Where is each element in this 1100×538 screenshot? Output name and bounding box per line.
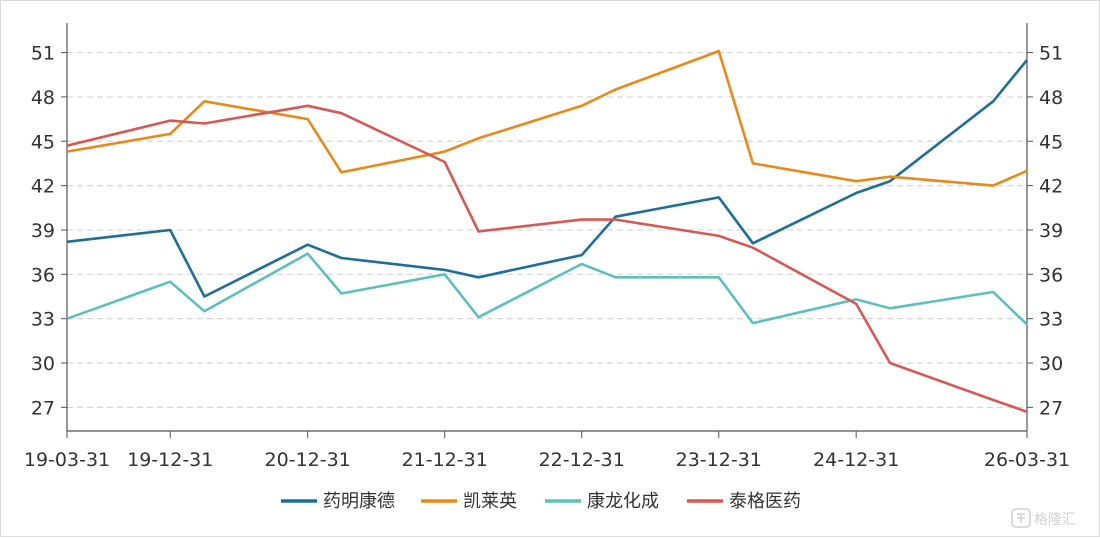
legend-label: 泰格医药 bbox=[729, 491, 801, 512]
series-line-3 bbox=[66, 252, 1028, 326]
y-tick-label-right: 36 bbox=[1039, 264, 1063, 286]
x-tick-label: 21-12-31 bbox=[402, 449, 488, 471]
y-tick-label-right: 45 bbox=[1039, 131, 1063, 153]
legend-item: 泰格医药 bbox=[687, 491, 801, 512]
x-tick-label: 24-12-31 bbox=[813, 449, 899, 471]
legend-label: 凯莱英 bbox=[463, 491, 517, 512]
y-tick-label-left: 33 bbox=[31, 309, 55, 331]
series-line-2 bbox=[66, 49, 1028, 187]
legend: 药明康德 凯莱英 康龙化成 泰格医药 bbox=[281, 491, 801, 512]
legend-item: 康龙化成 bbox=[545, 491, 659, 512]
x-tick-label: 22-12-31 bbox=[539, 449, 625, 471]
y-tick-label-left: 27 bbox=[31, 397, 55, 419]
series-lines bbox=[66, 49, 1029, 414]
y-tick-label-left: 36 bbox=[31, 264, 55, 286]
gridlines bbox=[67, 51, 1027, 408]
y-tick-label-right: 48 bbox=[1039, 87, 1063, 109]
watermark-logo-icon bbox=[1011, 508, 1031, 528]
legend-item: 凯莱英 bbox=[421, 491, 517, 512]
y-tick-label-right: 27 bbox=[1039, 397, 1063, 419]
x-tick-label: 19-03-31 bbox=[24, 449, 110, 471]
y-tick-label-left: 39 bbox=[31, 220, 55, 242]
y-tick-label-left: 42 bbox=[31, 176, 55, 198]
y-tick-label-left: 30 bbox=[31, 353, 55, 375]
x-tick-label: 19-12-31 bbox=[127, 449, 213, 471]
y-tick-label-right: 51 bbox=[1039, 43, 1063, 65]
y-tick-label-right: 33 bbox=[1039, 309, 1063, 331]
series-line-1 bbox=[66, 59, 1029, 298]
x-tick-label: 26-03-31 bbox=[984, 449, 1070, 471]
y-tick-label-right: 42 bbox=[1039, 176, 1063, 198]
y-tick-label-left: 48 bbox=[31, 87, 55, 109]
legend-item: 药明康德 bbox=[281, 491, 395, 512]
x-tick-label: 23-12-31 bbox=[676, 449, 762, 471]
axes: 27 27 30 30 33 33 36 36 39 39 42 42 45 45 48 48 51 51 19-0… bbox=[24, 23, 1070, 471]
watermark-text: 格隆汇 bbox=[1034, 512, 1076, 528]
y-tick-label-right: 30 bbox=[1039, 353, 1063, 375]
y-tick-label-left: 51 bbox=[31, 43, 55, 65]
y-tick-label-right: 39 bbox=[1039, 220, 1063, 242]
legend-label: 药明康德 bbox=[323, 491, 395, 512]
legend-label: 康龙化成 bbox=[587, 491, 659, 512]
series-line-4 bbox=[66, 104, 1028, 414]
y-tick-label-left: 45 bbox=[31, 131, 55, 153]
brand-watermark: 格隆汇 bbox=[1011, 508, 1076, 528]
x-tick-label: 20-12-31 bbox=[265, 449, 351, 471]
